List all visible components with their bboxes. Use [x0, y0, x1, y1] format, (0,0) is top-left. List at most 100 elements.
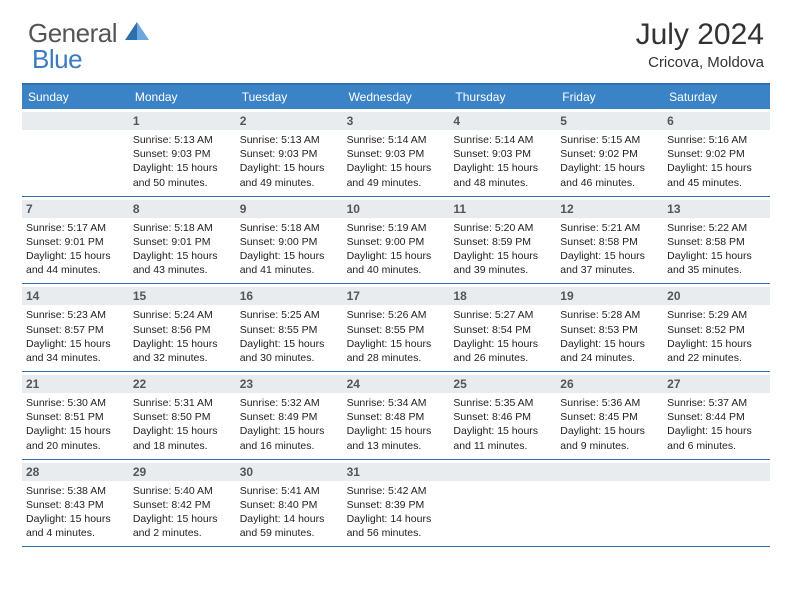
- sunrise-line: Sunrise: 5:23 AM: [26, 308, 125, 322]
- sunrise-line: Sunrise: 5:41 AM: [240, 484, 339, 498]
- daylight-line: Daylight: 15 hours and 49 minutes.: [240, 161, 339, 189]
- day-number: 15: [129, 287, 236, 305]
- sunset-line: Sunset: 9:03 PM: [453, 147, 552, 161]
- sunrise-line: Sunrise: 5:22 AM: [667, 221, 766, 235]
- weekday-header: Sunday Monday Tuesday Wednesday Thursday…: [22, 85, 770, 109]
- sunrise-line: Sunrise: 5:16 AM: [667, 133, 766, 147]
- sunset-line: Sunset: 8:44 PM: [667, 410, 766, 424]
- day-number: 17: [343, 287, 450, 305]
- day-info: Sunrise: 5:23 AMSunset: 8:57 PMDaylight:…: [26, 308, 125, 365]
- day-info: Sunrise: 5:30 AMSunset: 8:51 PMDaylight:…: [26, 396, 125, 453]
- sunset-line: Sunset: 9:03 PM: [347, 147, 446, 161]
- daylight-line: Daylight: 15 hours and 39 minutes.: [453, 249, 552, 277]
- weekday-monday: Monday: [129, 85, 236, 109]
- calendar-cell: [556, 460, 663, 547]
- sunrise-line: Sunrise: 5:13 AM: [240, 133, 339, 147]
- sunrise-line: Sunrise: 5:35 AM: [453, 396, 552, 410]
- sunrise-line: Sunrise: 5:36 AM: [560, 396, 659, 410]
- sunset-line: Sunset: 8:56 PM: [133, 323, 232, 337]
- calendar-cell: 10Sunrise: 5:19 AMSunset: 9:00 PMDayligh…: [343, 197, 450, 284]
- daylight-line: Daylight: 15 hours and 20 minutes.: [26, 424, 125, 452]
- sunrise-line: Sunrise: 5:29 AM: [667, 308, 766, 322]
- sunset-line: Sunset: 9:00 PM: [347, 235, 446, 249]
- calendar-cell: 7Sunrise: 5:17 AMSunset: 9:01 PMDaylight…: [22, 197, 129, 284]
- calendar-cell: 23 Sunrise: 5:32 AMSunset: 8:49 PMDayligh…: [236, 372, 343, 459]
- weekday-friday: Friday: [556, 85, 663, 109]
- day-number: 18: [449, 287, 556, 305]
- daylight-line: Daylight: 14 hours and 56 minutes.: [347, 512, 446, 540]
- sunset-line: Sunset: 8:45 PM: [560, 410, 659, 424]
- day-info: Sunrise: 5:27 AMSunset: 8:54 PMDaylight:…: [453, 308, 552, 365]
- sunrise-line: Sunrise: 5:31 AM: [133, 396, 232, 410]
- sunset-line: Sunset: 9:03 PM: [240, 147, 339, 161]
- calendar-week: 14 Sunrise: 5:23 AMSunset: 8:57 PMDayligh…: [22, 284, 770, 372]
- calendar-cell: 12Sunrise: 5:21 AMSunset: 8:58 PMDayligh…: [556, 197, 663, 284]
- sunset-line: Sunset: 8:58 PM: [667, 235, 766, 249]
- calendar-cell: 3 Sunrise: 5:14 AMSunset: 9:03 PMDaylight…: [343, 109, 450, 196]
- sunrise-line: Sunrise: 5:42 AM: [347, 484, 446, 498]
- calendar-week: 28Sunrise: 5:38 AMSunset: 8:43 PMDayligh…: [22, 460, 770, 548]
- day-number: [449, 463, 556, 481]
- day-info: Sunrise: 5:29 AMSunset: 8:52 PMDaylight:…: [667, 308, 766, 365]
- sunrise-line: Sunrise: 5:40 AM: [133, 484, 232, 498]
- day-info: Sunrise: 5:13 AMSunset: 9:03 PMDaylight:…: [133, 133, 232, 190]
- day-info: Sunrise: 5:35 AMSunset: 8:46 PMDaylight:…: [453, 396, 552, 453]
- day-number: 14: [22, 287, 129, 305]
- day-info: Sunrise: 5:22 AMSunset: 8:58 PMDaylight:…: [667, 221, 766, 278]
- sunset-line: Sunset: 8:55 PM: [240, 323, 339, 337]
- day-number: 16: [236, 287, 343, 305]
- sunset-line: Sunset: 8:51 PM: [26, 410, 125, 424]
- day-number: 28: [22, 463, 129, 481]
- day-info: Sunrise: 5:18 AMSunset: 9:01 PMDaylight:…: [133, 221, 232, 278]
- day-info: Sunrise: 5:26 AMSunset: 8:55 PMDaylight:…: [347, 308, 446, 365]
- day-info: Sunrise: 5:14 AMSunset: 9:03 PMDaylight:…: [347, 133, 446, 190]
- daylight-line: Daylight: 15 hours and 28 minutes.: [347, 337, 446, 365]
- daylight-line: Daylight: 15 hours and 2 minutes.: [133, 512, 232, 540]
- daylight-line: Daylight: 15 hours and 50 minutes.: [133, 161, 232, 189]
- day-number: 23: [236, 375, 343, 393]
- calendar-cell: 29Sunrise: 5:40 AMSunset: 8:42 PMDayligh…: [129, 460, 236, 547]
- sunrise-line: Sunrise: 5:38 AM: [26, 484, 125, 498]
- day-info: Sunrise: 5:32 AMSunset: 8:49 PMDaylight:…: [240, 396, 339, 453]
- calendar-cell: 6Sunrise: 5:16 AMSunset: 9:02 PMDaylight…: [663, 109, 770, 196]
- sunrise-line: Sunrise: 5:27 AM: [453, 308, 552, 322]
- daylight-line: Daylight: 15 hours and 46 minutes.: [560, 161, 659, 189]
- daylight-line: Daylight: 15 hours and 11 minutes.: [453, 424, 552, 452]
- sunrise-line: Sunrise: 5:18 AM: [240, 221, 339, 235]
- daylight-line: Daylight: 15 hours and 9 minutes.: [560, 424, 659, 452]
- daylight-line: Daylight: 15 hours and 6 minutes.: [667, 424, 766, 452]
- weekday-sunday: Sunday: [22, 85, 129, 109]
- weekday-tuesday: Tuesday: [236, 85, 343, 109]
- calendar-cell: 28Sunrise: 5:38 AMSunset: 8:43 PMDayligh…: [22, 460, 129, 547]
- day-info: Sunrise: 5:17 AMSunset: 9:01 PMDaylight:…: [26, 221, 125, 278]
- day-info: Sunrise: 5:28 AMSunset: 8:53 PMDaylight:…: [560, 308, 659, 365]
- day-number: 24: [343, 375, 450, 393]
- logo-triangle-icon: [123, 20, 151, 47]
- calendar-cell: 21Sunrise: 5:30 AMSunset: 8:51 PMDayligh…: [22, 372, 129, 459]
- day-info: Sunrise: 5:14 AMSunset: 9:03 PMDaylight:…: [453, 133, 552, 190]
- sunset-line: Sunset: 8:53 PM: [560, 323, 659, 337]
- calendar-cell: 30Sunrise: 5:41 AMSunset: 8:40 PMDayligh…: [236, 460, 343, 547]
- day-number: 19: [556, 287, 663, 305]
- daylight-line: Daylight: 15 hours and 40 minutes.: [347, 249, 446, 277]
- day-number: 8: [129, 200, 236, 218]
- daylight-line: Daylight: 15 hours and 4 minutes.: [26, 512, 125, 540]
- sunrise-line: Sunrise: 5:26 AM: [347, 308, 446, 322]
- calendar-cell: 15Sunrise: 5:24 AMSunset: 8:56 PMDayligh…: [129, 284, 236, 371]
- sunset-line: Sunset: 8:42 PM: [133, 498, 232, 512]
- weeks-container: 1Sunrise: 5:13 AMSunset: 9:03 PMDaylight…: [22, 109, 770, 547]
- sunset-line: Sunset: 8:40 PM: [240, 498, 339, 512]
- calendar-cell: 19 Sunrise: 5:28 AMSunset: 8:53 PMDayligh…: [556, 284, 663, 371]
- weekday-saturday: Saturday: [663, 85, 770, 109]
- calendar-cell: [663, 460, 770, 547]
- day-number: 6: [663, 112, 770, 130]
- day-number: 4: [449, 112, 556, 130]
- sunset-line: Sunset: 9:02 PM: [560, 147, 659, 161]
- sunset-line: Sunset: 9:01 PM: [133, 235, 232, 249]
- day-number: 3: [343, 112, 450, 130]
- sunrise-line: Sunrise: 5:21 AM: [560, 221, 659, 235]
- day-info: Sunrise: 5:34 AMSunset: 8:48 PMDaylight:…: [347, 396, 446, 453]
- location-label: Cricova, Moldova: [636, 54, 764, 71]
- day-number: 9: [236, 200, 343, 218]
- calendar-cell: 1Sunrise: 5:13 AMSunset: 9:03 PMDaylight…: [129, 109, 236, 196]
